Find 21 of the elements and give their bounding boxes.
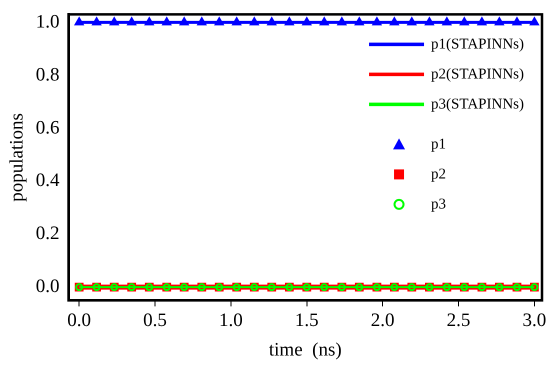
y-tick-label: 0.8 bbox=[36, 64, 60, 86]
y-tick-label: 0.6 bbox=[36, 117, 60, 138]
legend-label: p3 bbox=[431, 196, 446, 212]
legend-label: p1 bbox=[431, 136, 446, 152]
legend-label: p1(STAPINNs) bbox=[431, 36, 524, 52]
y-tick-label: 0.0 bbox=[36, 276, 60, 298]
x-tick-label: 1.5 bbox=[294, 310, 319, 331]
legend-label: p2 bbox=[431, 166, 446, 182]
x-axis-title: time (ns) bbox=[268, 340, 342, 361]
y-tick-label: 0.4 bbox=[36, 170, 60, 192]
x-tick-label: 0.0 bbox=[67, 310, 92, 331]
x-tick-label: 3.0 bbox=[522, 310, 546, 331]
x-tick-label: 2.0 bbox=[370, 310, 395, 331]
y-tick-label: 0.2 bbox=[36, 223, 60, 244]
x-tick-label: 1.0 bbox=[219, 310, 243, 331]
y-axis-title: populations bbox=[6, 113, 28, 202]
x-tick-label: 2.5 bbox=[446, 310, 470, 331]
legend-label: p3(STAPINNs) bbox=[431, 96, 524, 112]
legend-label: p2(STAPINNs) bbox=[431, 66, 524, 82]
y-tick-label: 1.0 bbox=[36, 11, 60, 32]
x-tick-label: 0.5 bbox=[143, 310, 167, 331]
